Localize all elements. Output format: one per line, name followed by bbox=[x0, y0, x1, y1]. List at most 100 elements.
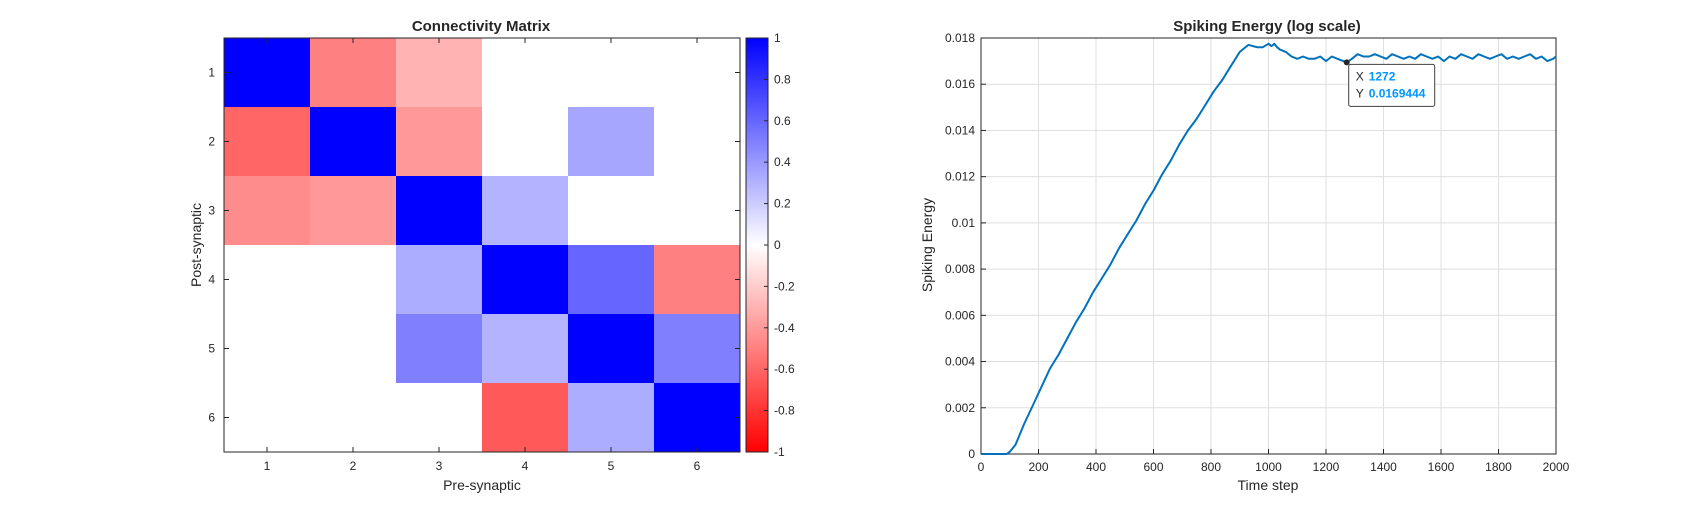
heatmap-cell bbox=[568, 176, 655, 246]
line-x-tick-label: 600 bbox=[1143, 460, 1163, 474]
heatmap-cell bbox=[482, 245, 569, 315]
heatmap-cell bbox=[396, 314, 483, 384]
heatmap-y-tick-label: 2 bbox=[208, 135, 215, 149]
line-x-tick-label: 1800 bbox=[1485, 460, 1512, 474]
colorbar-tick-label: -0.8 bbox=[774, 404, 795, 418]
heatmap-y-tick-label: 5 bbox=[208, 342, 215, 356]
datatip-y-label: Y bbox=[1356, 86, 1364, 100]
heatmap-cell bbox=[482, 176, 569, 246]
heatmap-cell bbox=[568, 38, 655, 108]
line-y-tick-label: 0.016 bbox=[945, 77, 975, 91]
line-x-tick-label: 200 bbox=[1028, 460, 1048, 474]
datatip-box bbox=[1348, 63, 1436, 107]
heatmap-cell bbox=[482, 38, 569, 108]
heatmap-xlabel: Pre-synaptic bbox=[443, 477, 521, 493]
line-y-tick-label: 0.01 bbox=[952, 216, 976, 230]
datatip-y-row: Y 0.0169444 bbox=[1356, 86, 1426, 100]
heatmap-cell bbox=[396, 107, 483, 177]
line-ticks: 0 200 400 600 800 1000 1200 1400 1600 1800 2000 0 0.… bbox=[945, 31, 1570, 474]
heatmap-x-tick-label: 3 bbox=[436, 459, 443, 473]
colorbar-tick-label: 0.4 bbox=[774, 155, 791, 169]
heatmap-cell bbox=[224, 383, 311, 453]
datatip[interactable]: X 1272 Y 0.0169444 bbox=[1343, 59, 1436, 107]
heatmap-cell bbox=[224, 107, 311, 177]
heatmap-y-tick-label: 1 bbox=[208, 66, 215, 80]
line-ylabel: Spiking Energy bbox=[919, 198, 935, 292]
line-x-tick-label: 1400 bbox=[1370, 460, 1397, 474]
heatmap-title: Connectivity Matrix bbox=[412, 18, 551, 35]
connectivity-matrix-chart: Connectivity Matrix 1 2 3 4 5 6 1 2 3 4 5 6 Pre-syn… bbox=[188, 18, 741, 493]
heatmap-cell bbox=[310, 245, 397, 315]
heatmap-cell bbox=[224, 38, 311, 108]
heatmap-cell bbox=[654, 176, 741, 246]
energy-series-line bbox=[981, 42, 1557, 455]
colorbar-tick-label: 1 bbox=[774, 31, 781, 45]
heatmap-cell bbox=[654, 245, 741, 315]
colorbar-tick-label: -0.2 bbox=[774, 279, 795, 293]
spiking-energy-chart: Spiking Energy (log scale) 0 200 400 600 800… bbox=[919, 18, 1570, 493]
colorbar: 1 0.8 0.6 0.4 0.2 0 -0.2 -0.4 -0.6 -0.8 -1 bbox=[745, 31, 795, 459]
heatmap-ylabel: Post-synaptic bbox=[188, 203, 204, 287]
colorbar-tick-label: 0.6 bbox=[774, 114, 791, 128]
line-x-tick-label: 800 bbox=[1201, 460, 1221, 474]
heatmap-y-tick-label: 4 bbox=[208, 273, 215, 287]
colorbar-tick-label: 0.2 bbox=[774, 197, 791, 211]
heatmap-x-tick-label: 4 bbox=[522, 459, 529, 473]
colorbar-tick-label: -1 bbox=[774, 445, 785, 459]
colorbar-tick-label: -0.4 bbox=[774, 321, 795, 335]
heatmap-x-tick-label: 1 bbox=[264, 459, 271, 473]
line-y-tick-label: 0 bbox=[968, 447, 975, 461]
line-x-tick-label: 1600 bbox=[1428, 460, 1455, 474]
heatmap-cell bbox=[396, 176, 483, 246]
line-y-tick-label: 0.004 bbox=[945, 355, 975, 369]
heatmap-cell bbox=[654, 107, 741, 177]
heatmap-cell bbox=[482, 314, 569, 384]
colorbar-ticks: 1 0.8 0.6 0.4 0.2 0 -0.2 -0.4 -0.6 -0.8 -1 bbox=[764, 31, 795, 459]
heatmap-x-tick-label: 5 bbox=[608, 459, 615, 473]
line-y-tick-label: 0.012 bbox=[945, 170, 975, 184]
heatmap-cell bbox=[396, 38, 483, 108]
line-y-tick-label: 0.014 bbox=[945, 123, 975, 137]
colorbar-tick-label: 0.8 bbox=[774, 72, 791, 86]
heatmap-cell bbox=[568, 107, 655, 177]
line-y-tick-label: 0.002 bbox=[945, 401, 975, 415]
heatmap-ticks: 1 2 3 4 5 6 1 2 3 4 5 6 bbox=[208, 38, 740, 473]
line-x-tick-label: 0 bbox=[978, 460, 985, 474]
line-y-tick-label: 0.018 bbox=[945, 31, 975, 45]
heatmap-cell bbox=[654, 314, 741, 384]
line-x-tick-label: 400 bbox=[1086, 460, 1106, 474]
heatmap-cell bbox=[396, 383, 483, 453]
heatmap-cell bbox=[654, 38, 741, 108]
heatmap-cell bbox=[310, 176, 397, 246]
line-xlabel: Time step bbox=[1238, 477, 1299, 493]
heatmap-axes-box bbox=[223, 37, 741, 453]
heatmap-cell bbox=[654, 383, 741, 453]
line-x-tick-label: 1000 bbox=[1255, 460, 1282, 474]
heatmap-y-tick-label: 3 bbox=[208, 204, 215, 218]
line-x-tick-label: 1200 bbox=[1313, 460, 1340, 474]
heatmap-cell bbox=[310, 38, 397, 108]
line-y-tick-label: 0.006 bbox=[945, 308, 975, 322]
datatip-marker[interactable] bbox=[1343, 59, 1350, 66]
line-title: Spiking Energy (log scale) bbox=[1173, 18, 1361, 35]
heatmap-cell bbox=[224, 245, 311, 315]
heatmap-x-tick-label: 2 bbox=[350, 459, 357, 473]
heatmap-cell bbox=[482, 383, 569, 453]
heatmap-cell bbox=[568, 245, 655, 315]
heatmap-cell bbox=[310, 107, 397, 177]
heatmap-cells bbox=[224, 38, 741, 453]
heatmap-cell bbox=[568, 314, 655, 384]
line-y-tick-label: 0.008 bbox=[945, 262, 975, 276]
heatmap-cell bbox=[224, 176, 311, 246]
colorbar-tick-label: 0 bbox=[774, 238, 781, 252]
datatip-x-row: X 1272 bbox=[1356, 69, 1396, 83]
heatmap-cell bbox=[568, 383, 655, 453]
datatip-x-label: X bbox=[1356, 69, 1364, 83]
heatmap-cell bbox=[482, 107, 569, 177]
heatmap-x-tick-label: 6 bbox=[694, 459, 701, 473]
datatip-x-value: 1272 bbox=[1369, 69, 1396, 83]
colorbar-tick-label: -0.6 bbox=[774, 362, 795, 376]
heatmap-cell bbox=[224, 314, 311, 384]
datatip-y-value: 0.0169444 bbox=[1369, 86, 1426, 100]
